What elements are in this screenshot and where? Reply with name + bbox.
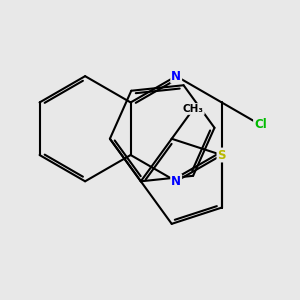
Text: CH₃: CH₃ xyxy=(183,104,204,114)
Text: S: S xyxy=(218,148,226,161)
Text: N: N xyxy=(171,70,181,83)
Text: N: N xyxy=(171,175,181,188)
Text: Cl: Cl xyxy=(254,118,267,131)
